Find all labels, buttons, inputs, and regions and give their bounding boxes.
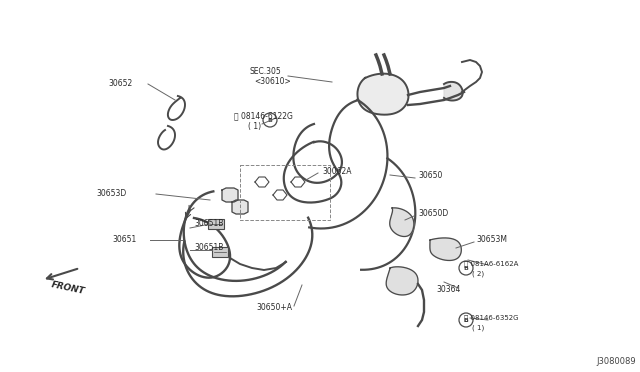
- Text: FRONT: FRONT: [51, 280, 86, 296]
- Polygon shape: [232, 200, 248, 214]
- Text: SEC.305: SEC.305: [250, 67, 282, 77]
- Bar: [240, 165, 330, 220]
- Text: B: B: [268, 118, 273, 122]
- Text: 30653D: 30653D: [96, 189, 126, 199]
- Text: B: B: [463, 317, 468, 323]
- Polygon shape: [430, 238, 461, 260]
- Text: 30653M: 30653M: [476, 235, 507, 244]
- Text: 30650+A: 30650+A: [256, 304, 292, 312]
- Polygon shape: [386, 267, 418, 295]
- Polygon shape: [357, 74, 408, 115]
- Text: B: B: [463, 266, 468, 270]
- Polygon shape: [390, 208, 414, 237]
- Text: 30651: 30651: [112, 235, 136, 244]
- Text: <30610>: <30610>: [254, 77, 291, 87]
- Text: 30650: 30650: [418, 171, 442, 180]
- Text: Ⓑ 08146-6122G: Ⓑ 08146-6122G: [234, 112, 293, 121]
- Bar: [212, 247, 228, 257]
- Text: 30650D: 30650D: [418, 209, 448, 218]
- Text: Ⓑ 08146-6352G: Ⓑ 08146-6352G: [464, 315, 518, 321]
- Polygon shape: [444, 82, 463, 100]
- Circle shape: [459, 313, 473, 327]
- Circle shape: [459, 261, 473, 275]
- Polygon shape: [222, 188, 238, 202]
- Text: ( 1): ( 1): [248, 122, 261, 131]
- Text: 30652: 30652: [108, 80, 132, 89]
- Text: ( 2): ( 2): [472, 271, 484, 277]
- Text: 30364: 30364: [436, 285, 460, 295]
- Text: 30651B: 30651B: [194, 244, 223, 253]
- Text: 30062A: 30062A: [322, 167, 351, 176]
- Bar: [208, 219, 224, 229]
- Text: J3080089: J3080089: [596, 357, 636, 366]
- Text: 30651B: 30651B: [194, 219, 223, 228]
- Circle shape: [263, 113, 277, 127]
- Text: ( 1): ( 1): [472, 325, 484, 331]
- Text: Ⓑ 081A6-6162A: Ⓑ 081A6-6162A: [464, 261, 518, 267]
